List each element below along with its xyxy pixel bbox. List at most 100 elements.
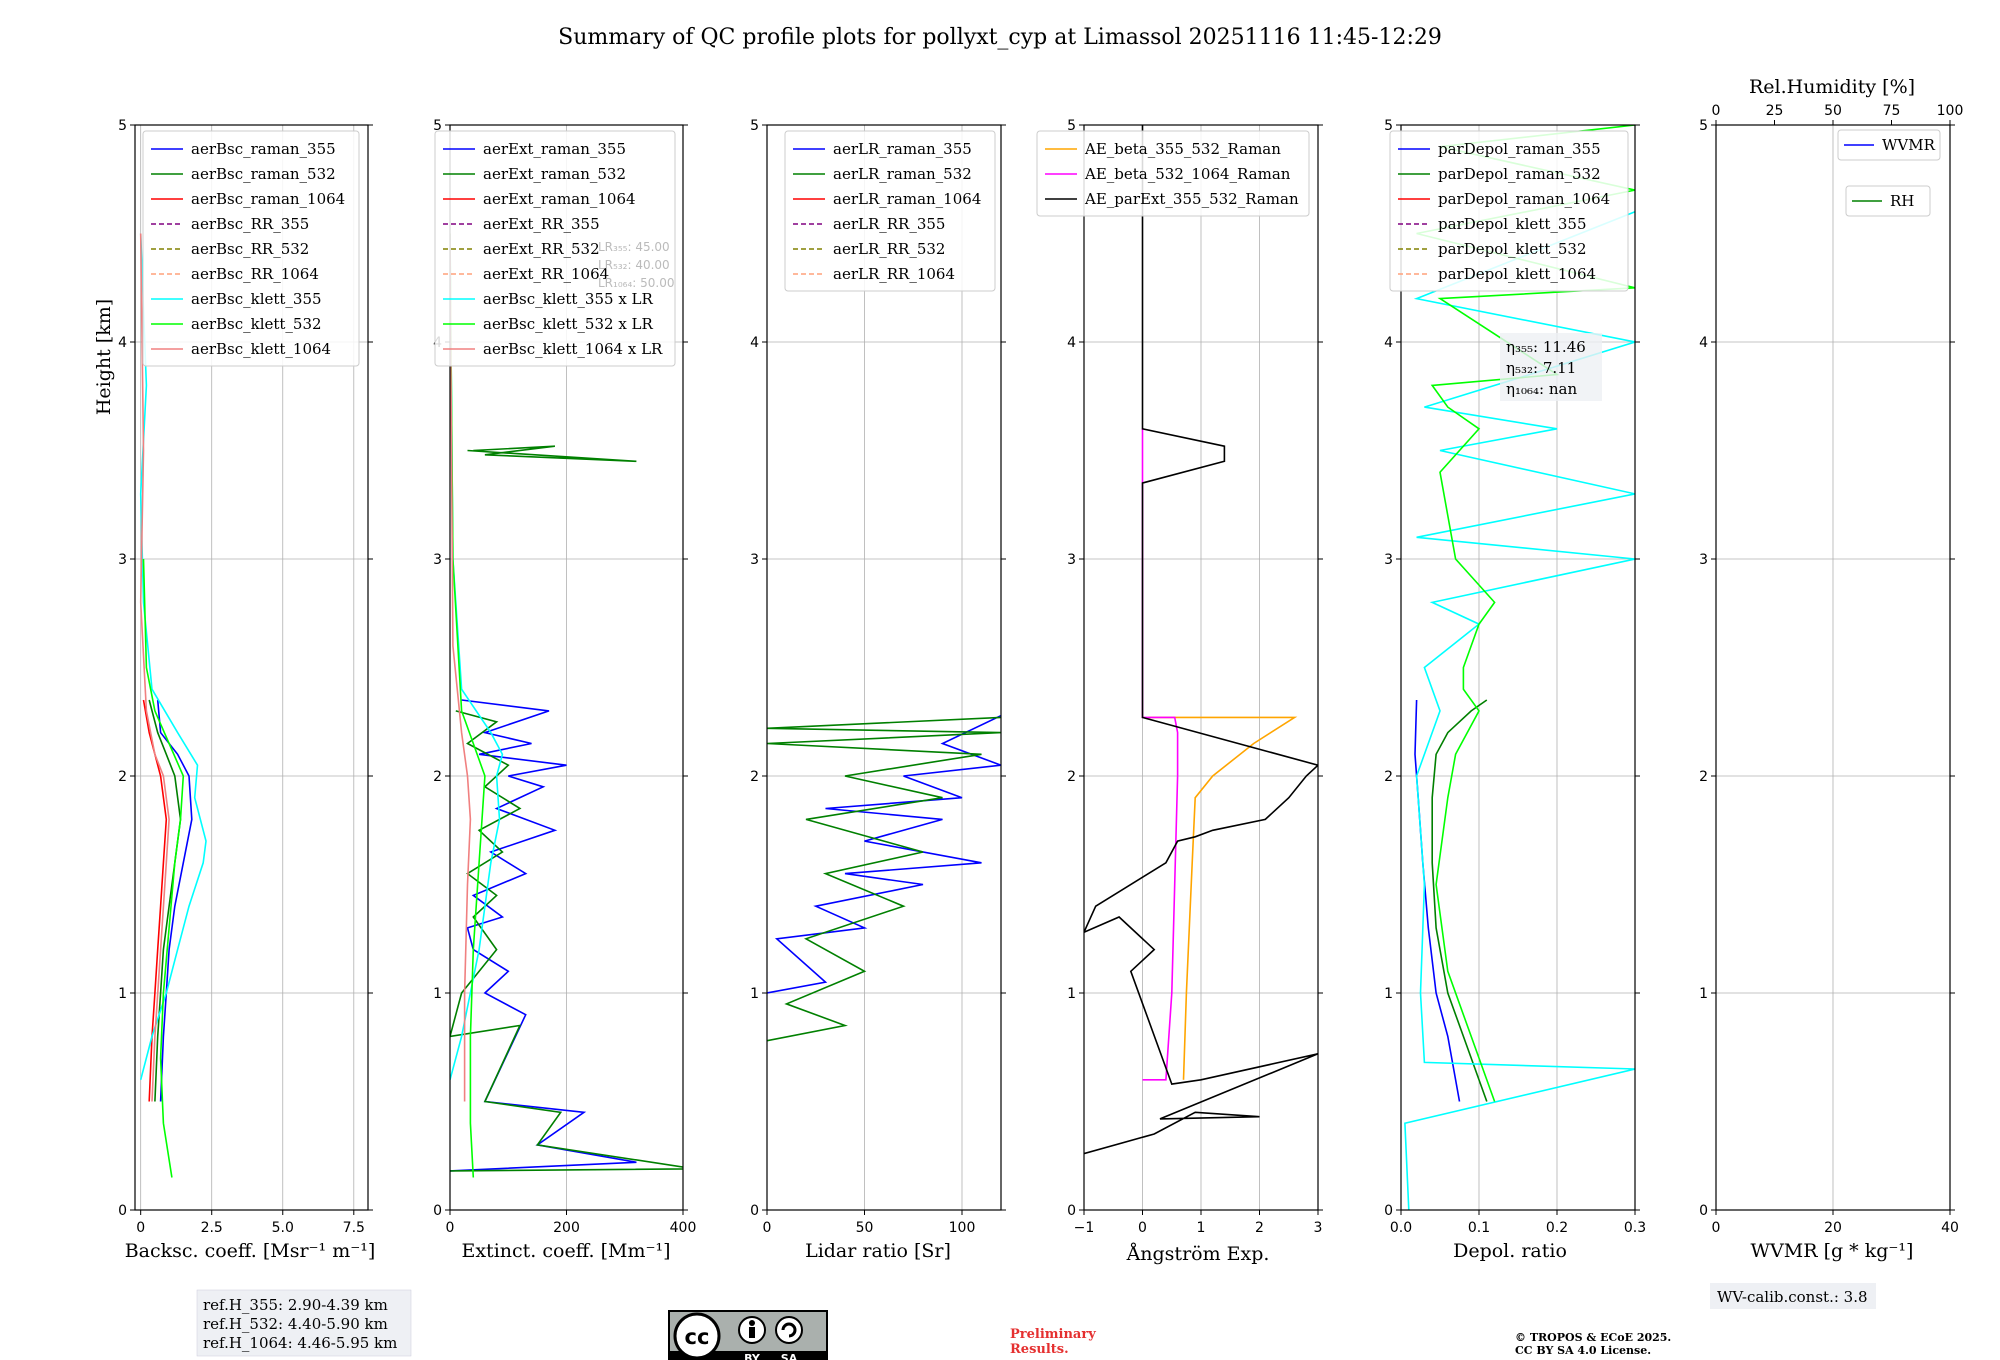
series-line-aerbsc-raman-355 — [156, 699, 193, 1102]
ytick-label: 2 — [1699, 769, 1708, 785]
ref-height-532: ref.H_532: 4.40-5.90 km — [203, 1315, 388, 1333]
series-line-pardepol-raman-355 — [1414, 699, 1461, 1102]
ytick-label: 2 — [1067, 769, 1076, 785]
ytick-label: 0 — [118, 1203, 127, 1219]
series-group — [767, 714, 1001, 1042]
xtick-label: 400 — [670, 1220, 697, 1236]
ytick-label: 5 — [750, 118, 759, 134]
legend-label: WVMR — [1882, 136, 1936, 154]
legend-label: aerLR_raman_532 — [833, 165, 972, 183]
legend-label: AE_parExt_355_532_Raman — [1084, 190, 1299, 208]
top-xtick-label: 100 — [1937, 103, 1964, 119]
series-line-aerext-raman-532-upper — [467, 445, 637, 463]
series-line-ae-beta-355-532-raman — [1148, 716, 1298, 1080]
ytick-label: 2 — [750, 769, 759, 785]
sa-icon — [775, 1316, 803, 1344]
grid — [767, 125, 1001, 1210]
legend-label: aerExt_RR_355 — [483, 215, 600, 233]
copyright-line-2: CC BY SA 4.0 License. — [1515, 1344, 1651, 1357]
grid — [1716, 125, 1951, 1210]
xtick-label: 0.2 — [1546, 1220, 1568, 1236]
lidar-ratio-label: LR₅₃₂: 40.00 — [598, 258, 670, 272]
legend-label: aerExt_RR_1064 — [483, 265, 609, 283]
ytick-label: 1 — [1067, 986, 1076, 1002]
axes-frame — [134, 124, 369, 1211]
legend-label: aerBsc_klett_532 — [191, 315, 322, 333]
legend: aerLR_raman_355 aerLR_raman_532 aerLR_rama… — [784, 130, 996, 292]
ytick-label: 0 — [433, 1203, 442, 1219]
grid — [1084, 125, 1319, 1210]
xtick-label: 2.5 — [201, 1220, 223, 1236]
ytick-label: 5 — [1699, 118, 1708, 134]
legend-label: aerExt_raman_532 — [483, 165, 626, 183]
xtick-label: 1 — [1197, 1220, 1206, 1236]
xtick-label: 0 — [446, 1220, 455, 1236]
figure-title: Summary of QC profile plots for pollyxt_… — [558, 25, 1442, 50]
legend-label: aerExt_raman_355 — [483, 140, 626, 158]
ytick-label: 1 — [433, 986, 442, 1002]
preliminary-line-1: Preliminary — [1010, 1327, 1096, 1342]
angstrom-label: η₃₅₅: 11.46 — [1506, 338, 1586, 356]
legend-label: aerBsc_RR_355 — [191, 215, 309, 233]
xlabel: Ångström Exp. — [1126, 1243, 1270, 1265]
legend-label: parDepol_klett_1064 — [1438, 265, 1596, 283]
panel-wvmr: WVMR [g * kg⁻¹] Rel.Humidity [%] 0123450… — [1699, 76, 1963, 1262]
ytick-label: 3 — [118, 552, 127, 568]
top-xtick-label: 75 — [1883, 103, 1901, 119]
ytick-label: 4 — [1699, 335, 1708, 351]
ytick-label: 0 — [1067, 1203, 1076, 1219]
xtick-label: 40 — [1941, 1220, 1959, 1236]
ytick-label: 3 — [1384, 552, 1393, 568]
legend-label: aerLR_RR_532 — [833, 240, 945, 258]
xtick-label: 0 — [136, 1220, 145, 1236]
wv-calib-box: WV-calib.const.: 3.8 — [1710, 1283, 1876, 1309]
series-line-ae-parext-355-532-raman — [1084, 125, 1318, 1155]
legend-label: aerBsc_klett_532 x LR — [483, 315, 654, 333]
ytick-label: 3 — [433, 552, 442, 568]
top-xlabel: Rel.Humidity [%] — [1749, 76, 1915, 98]
top-xtick-label: 25 — [1766, 103, 1784, 119]
legend-label: aerBsc_RR_1064 — [191, 265, 319, 283]
angstrom-label: η₁₀₆₄: nan — [1506, 380, 1577, 398]
legend-label: aerBsc_klett_355 x LR — [483, 290, 654, 308]
ytick-label: 1 — [118, 986, 127, 1002]
ytick-label: 1 — [750, 986, 759, 1002]
panel-depol: Depol. ratio 0 1 2 3 4 5 0.0 0.1 0.2 0.3 parDepol_… — [1384, 118, 1646, 1262]
preliminary-line-2: Results. — [1010, 1342, 1069, 1357]
legend-label: aerBsc_RR_532 — [191, 240, 309, 258]
ref-heights-box: ref.H_355: 2.90-4.39 km ref.H_532: 4.40-… — [196, 1289, 412, 1357]
ref-height-1064: ref.H_1064: 4.46-5.95 km — [203, 1334, 397, 1352]
series-line-aerbsc-klett-1064-x-lr — [450, 233, 472, 1102]
panel-backscatter: Height [km] Backsc. coeff. [Msr⁻¹ m⁻¹] 0… — [93, 118, 375, 1262]
svg-text:SA: SA — [781, 1352, 798, 1360]
top-xtick-label: 0 — [1712, 103, 1721, 119]
legend-label: RH — [1890, 192, 1914, 210]
legend: aerExt_raman_355 aerExt_raman_532 aerExt_r… — [434, 130, 676, 367]
series-line-aerext-raman-532 — [450, 710, 683, 1172]
ytick-label: 3 — [1699, 552, 1708, 568]
series-line-aerbsc-klett-532-x-lr — [450, 233, 486, 1178]
copyright-line-1: © TROPOS & ECoE 2025. — [1515, 1331, 1671, 1344]
legend-label: aerLR_raman_1064 — [833, 190, 981, 208]
xtick-label: 0 — [1712, 1220, 1721, 1236]
axes-frame — [766, 124, 1002, 1211]
xlabel: WVMR [g * kg⁻¹] — [1751, 1240, 1914, 1262]
ytick-label: 5 — [1384, 118, 1393, 134]
svg-text:cc: cc — [685, 1325, 710, 1349]
series-line-aerbsc-klett-532 — [142, 558, 185, 1178]
xtick-label: 5.0 — [272, 1220, 294, 1236]
wv-calib-text: WV-calib.const.: 3.8 — [1717, 1288, 1868, 1306]
series-group — [139, 233, 207, 1178]
series-line-pardepol-raman-532 — [1431, 699, 1488, 1102]
legend-label: aerLR_raman_355 — [833, 140, 972, 158]
lidar-ratio-label: LR₁₀₆₄: 50.00 — [598, 276, 674, 290]
series-group — [450, 233, 683, 1178]
legend-label: aerLR_RR_1064 — [833, 265, 955, 283]
legend-label: parDepol_raman_1064 — [1438, 190, 1610, 208]
ytick-label: 2 — [1384, 769, 1393, 785]
xtick-label: 20 — [1824, 1220, 1842, 1236]
xtick-label: 0.0 — [1390, 1220, 1412, 1236]
legend-label: aerExt_raman_1064 — [483, 190, 636, 208]
